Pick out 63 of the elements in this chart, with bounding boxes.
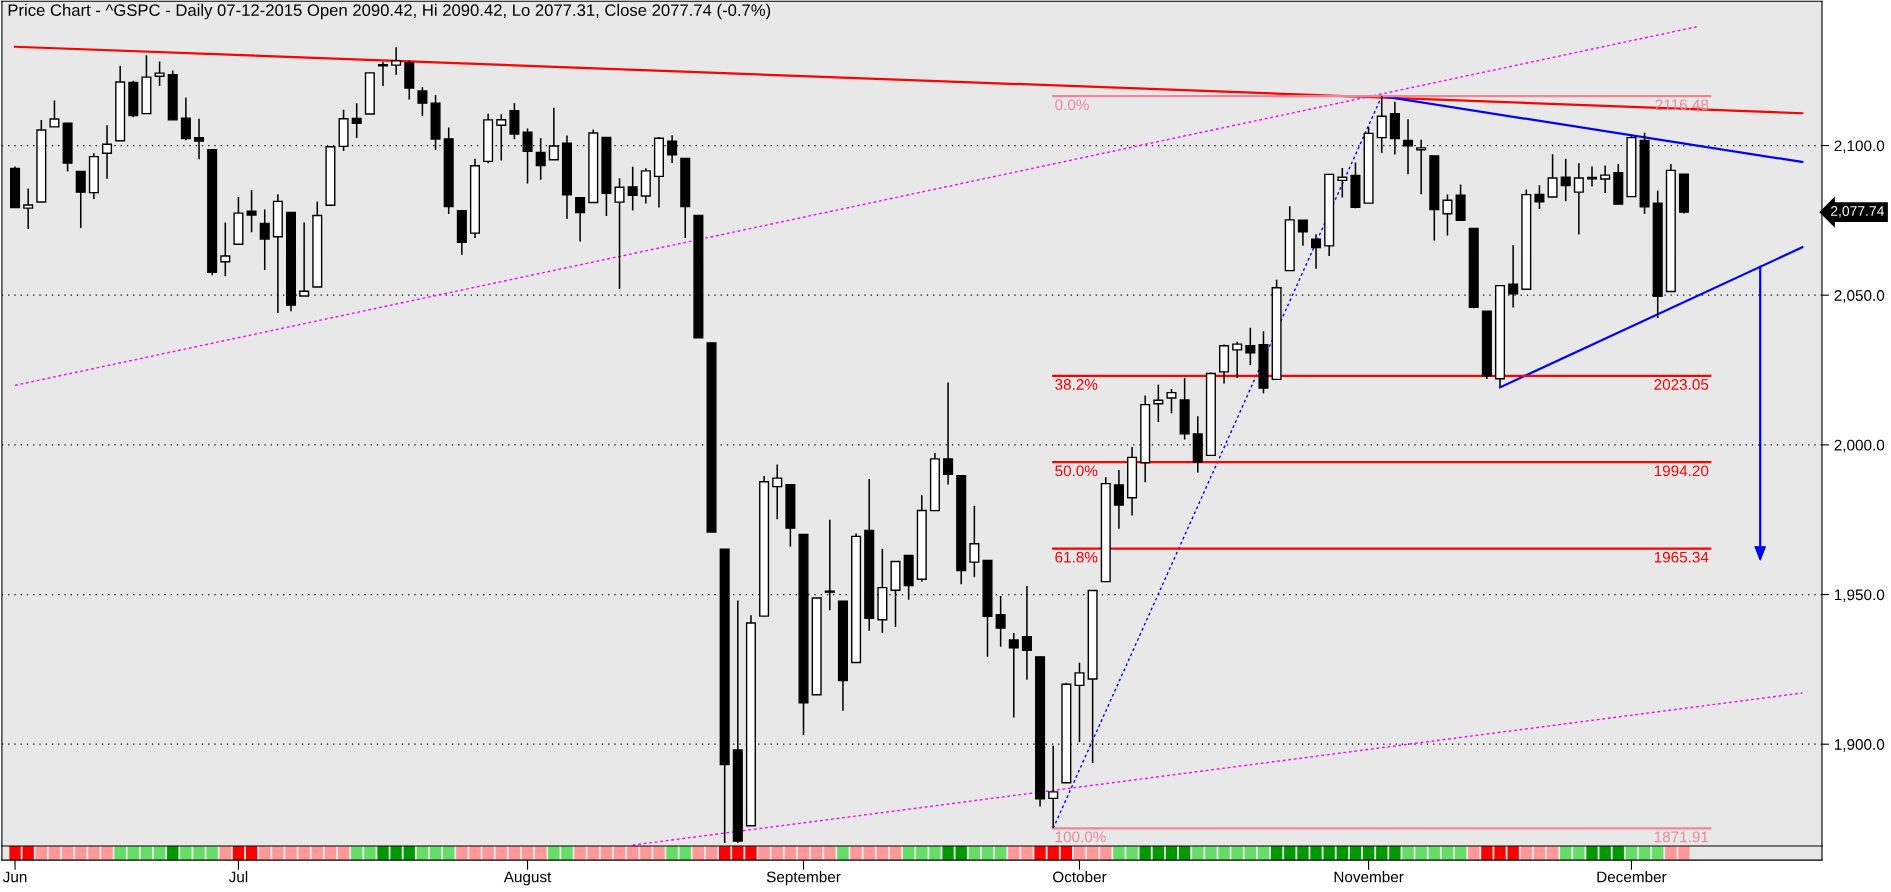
candlestick (1586, 165, 1598, 188)
candlestick (995, 595, 1006, 648)
x-tick-label: December (1597, 871, 1667, 883)
series-label: 50.0% (1055, 465, 1098, 477)
candlestick (1074, 661, 1085, 743)
candlestick (23, 187, 34, 230)
x-tick-label: September (766, 871, 841, 886)
y-tick-label: 1,950.0 (1834, 589, 1885, 603)
text: 2,077.74 (1831, 206, 1884, 218)
data-label: 1965.34 (1654, 551, 1709, 563)
candlestick (377, 61, 389, 87)
chart-title: Price Chart - ^GSPC - Daily 07-12-2015 Open 2090.42, Hi 2090.42, Lo 2077.31, Close 2077.74 (-0.7%) (8, 3, 771, 20)
series-label: 61.8% (1055, 551, 1098, 563)
candlestick (417, 86, 428, 117)
series-label: 0.0% (1055, 99, 1089, 111)
data-label: 2023.05 (1654, 379, 1709, 390)
candlestick (614, 177, 625, 290)
y-tick-label: 2,100.0 (1834, 140, 1885, 154)
candlestick (627, 165, 638, 212)
candlestick (1008, 632, 1019, 719)
candlestick (246, 189, 257, 234)
candlestick (391, 46, 402, 76)
candlestick (1232, 340, 1243, 379)
candlestick (575, 196, 586, 243)
candlestick (1113, 469, 1124, 530)
candlestick (943, 381, 954, 486)
y-tick-label: 1,900.0 (1834, 739, 1885, 752)
series-label: 38.2% (1055, 379, 1098, 390)
candlestick (351, 102, 362, 139)
data-label: 1871.91 (1654, 831, 1709, 843)
candlestick (1600, 164, 1611, 194)
candlestick (1297, 219, 1308, 247)
x-tick-label: August (503, 871, 552, 886)
candlestick (1048, 744, 1059, 830)
candlestick (1166, 388, 1177, 415)
candlestick (180, 96, 191, 141)
x-tick-label: October (1053, 871, 1107, 883)
candlestick (1442, 193, 1453, 237)
candlestick (772, 463, 783, 520)
candlestick (154, 60, 165, 87)
candlestick (1311, 233, 1322, 270)
x-tick-label: November (1334, 871, 1404, 883)
candlestick (1573, 162, 1584, 236)
candlestick (496, 113, 507, 162)
candlestick (1534, 184, 1545, 210)
candlestick (299, 221, 310, 297)
candlestick (509, 102, 520, 141)
candlestick (1560, 157, 1571, 202)
series-label: 100.0% (1055, 831, 1106, 843)
candlestick (1337, 167, 1348, 199)
data-label: 1994.20 (1654, 465, 1709, 477)
candlestick (259, 208, 270, 271)
x-tick-label: Jul (228, 871, 248, 883)
candlestick (1547, 153, 1558, 198)
data-label: 2116.48 (1655, 99, 1709, 111)
candlestick (1245, 326, 1256, 366)
candlestick (75, 170, 86, 229)
y-tick-label: 2,050.0 (1834, 290, 1885, 303)
candlestick (220, 221, 231, 278)
x-tick-label: Jun (2, 871, 27, 883)
y-tick-label: 2,000.0 (1834, 439, 1885, 453)
candlestick (969, 505, 980, 578)
candlestick (49, 99, 60, 128)
